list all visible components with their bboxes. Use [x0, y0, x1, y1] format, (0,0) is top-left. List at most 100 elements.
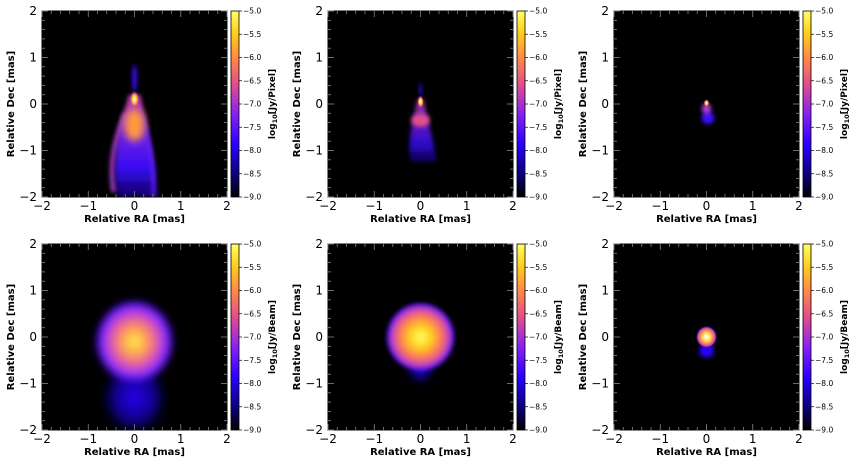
y-tick-label: 2	[601, 4, 609, 18]
colorbar-tick-label: −8.5	[529, 402, 547, 411]
x-tick-label: −1	[79, 432, 97, 446]
colorbar-tick-label: −8.0	[529, 146, 547, 155]
x-axis-label: Relative RA [mas]	[656, 447, 757, 458]
x-tick-label: 1	[749, 432, 757, 446]
emission	[409, 83, 437, 163]
x-tick-label: −1	[79, 199, 97, 213]
y-axis-label: Relative Dec [mas]	[6, 51, 17, 157]
colorbar-tick-label: −6.0	[529, 53, 547, 62]
y-tick-label: −1	[591, 144, 609, 158]
y-tick-label: 2	[315, 237, 323, 251]
colorbar-tick-label: −9.0	[243, 193, 261, 202]
x-tick-label: 1	[463, 199, 471, 213]
panel-6: −2 −1 0 1 2 −2 −1 0 1 2 Relative RA [mas] Relative …	[578, 237, 851, 458]
counter-jet	[132, 64, 137, 93]
colorbar-tick-label: −5.0	[529, 240, 547, 249]
colorbar-tick-label: −7.0	[529, 100, 547, 109]
counter-jet	[419, 83, 422, 97]
colorbar-tick-label: −7.0	[243, 333, 261, 342]
x-tick-label: 1	[177, 199, 185, 213]
jet-knot	[411, 113, 430, 127]
colorbar-tick-label: −9.0	[815, 193, 833, 202]
x-tick-label: −2	[33, 432, 51, 446]
core	[129, 91, 140, 108]
colorbar-tick-label: −6.5	[243, 309, 261, 318]
y-tick-label: 1	[601, 284, 609, 298]
colorbar-tick-label: −8.5	[815, 169, 833, 178]
colorbar-tick-label: −6.0	[243, 53, 261, 62]
x-tick-label: 2	[223, 199, 231, 213]
y-tick-label: 2	[601, 237, 609, 251]
x-tick-label: 1	[177, 432, 185, 446]
jet-knot	[701, 103, 712, 115]
y-tick-label: −1	[19, 144, 37, 158]
x-tick-label: −1	[651, 199, 669, 213]
colorbar-tick-label: −9.0	[529, 426, 547, 435]
colorbar-tick-label: −6.5	[243, 76, 261, 85]
x-tick-label: 2	[795, 199, 803, 213]
emission	[109, 64, 158, 197]
colorbar-tick-label: −8.5	[243, 169, 261, 178]
colorbar-tick-label: −6.0	[529, 286, 547, 295]
colorbar-tick-label: −6.5	[529, 76, 547, 85]
x-tick-label: 1	[463, 432, 471, 446]
x-tick-label: 0	[703, 432, 711, 446]
y-axis-label: Relative Dec [mas]	[6, 284, 17, 390]
y-tick-label: 0	[315, 330, 323, 344]
y-tick-label: 0	[315, 97, 323, 111]
colorbar-tick-label: −7.5	[529, 356, 547, 365]
colorbar-tick-label: −7.5	[243, 123, 261, 132]
x-tick-label: 2	[795, 432, 803, 446]
colorbar	[230, 243, 240, 431]
colorbar-tick-label: −6.5	[529, 309, 547, 318]
emission	[385, 302, 456, 384]
colorbar-tick-label: −5.0	[815, 7, 833, 16]
panel-4: −2 −1 0 1 2 −2 −1 0 1 2 Relative RA [mas] Relative …	[6, 237, 279, 458]
y-tick-label: 1	[601, 51, 609, 65]
x-axis-label: Relative RA [mas]	[370, 214, 471, 225]
colorbar-tick-label: −5.5	[815, 263, 833, 272]
y-tick-label: −1	[591, 377, 609, 391]
y-tick-label: −1	[305, 377, 323, 391]
colorbar-tick-label: −8.0	[243, 146, 261, 155]
colorbar-tick-label: −7.0	[815, 100, 833, 109]
colorbar-tick-label: −9.0	[529, 193, 547, 202]
x-tick-label: 0	[417, 432, 425, 446]
panel-1: −2 −1 0 1 2 −2 −1 0 1 2 Relative RA [mas] Relative …	[6, 4, 279, 225]
y-tick-label: 0	[29, 97, 37, 111]
y-tick-label: 1	[29, 51, 37, 65]
y-tick-label: −2	[19, 423, 37, 437]
y-tick-label: 1	[315, 284, 323, 298]
colorbar-tick-label: −7.5	[243, 356, 261, 365]
y-tick-label: −2	[19, 190, 37, 204]
x-tick-label: −2	[319, 199, 337, 213]
x-tick-label: 2	[509, 199, 517, 213]
panel-3: −2 −1 0 1 2 −2 −1 0 1 2 Relative RA [mas] Relative …	[578, 4, 851, 225]
colorbar-label: log10[Jy/Beam]	[554, 300, 565, 374]
colorbar-tick-label: −5.5	[529, 263, 547, 272]
extended-tail	[699, 344, 714, 358]
x-tick-label: 0	[131, 432, 139, 446]
y-tick-label: 0	[29, 330, 37, 344]
colorbar-tick-label: −6.5	[815, 76, 833, 85]
y-tick-label: −2	[591, 190, 609, 204]
y-tick-label: 2	[29, 4, 37, 18]
colorbar-tick-label: −7.5	[529, 123, 547, 132]
y-tick-label: 2	[315, 4, 323, 18]
x-tick-label: 2	[509, 432, 517, 446]
colorbar-label: log10[Jy/Pixel]	[268, 69, 279, 139]
colorbar	[230, 10, 240, 198]
y-tick-label: 2	[29, 237, 37, 251]
colorbar-tick-label: −5.0	[529, 7, 547, 16]
emission	[695, 325, 718, 358]
y-axis-label: Relative Dec [mas]	[292, 51, 303, 157]
colorbar	[802, 10, 812, 198]
y-axis-label: Relative Dec [mas]	[578, 284, 589, 390]
y-tick-label: 1	[315, 51, 323, 65]
core	[417, 95, 424, 108]
colorbar-tick-label: −5.0	[243, 240, 261, 249]
y-axis-label: Relative Dec [mas]	[292, 284, 303, 390]
axis-ticks	[327, 243, 514, 431]
colorbar-tick-label: −6.0	[243, 286, 261, 295]
x-tick-label: −2	[33, 199, 51, 213]
